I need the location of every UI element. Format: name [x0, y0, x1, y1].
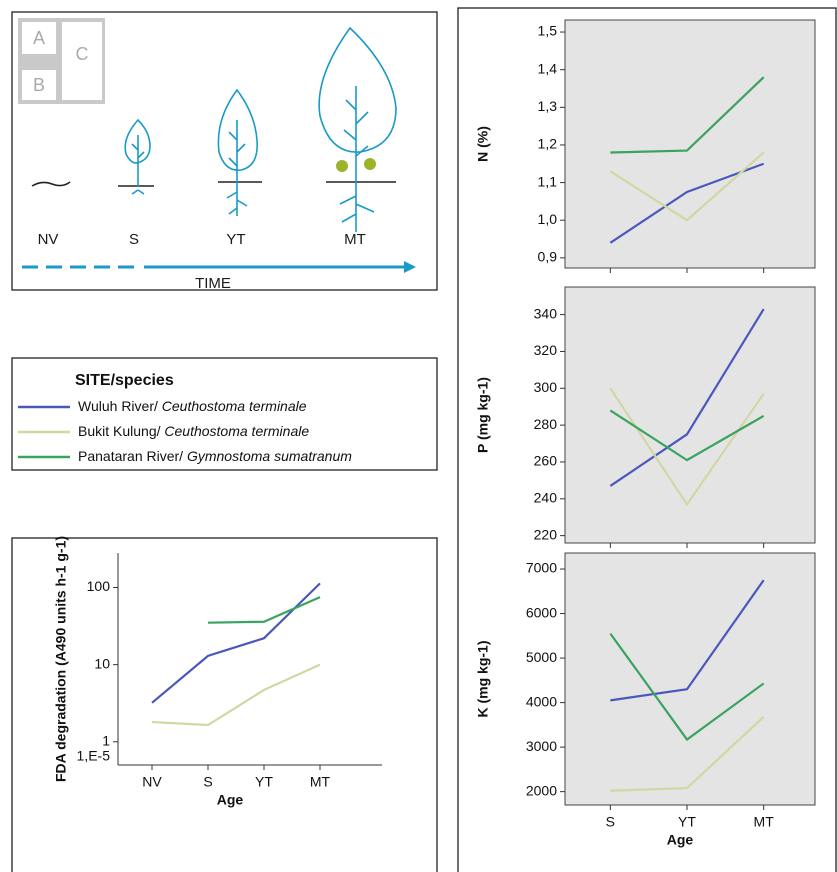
plot-area [564, 19, 816, 269]
series-line [609, 151, 765, 222]
series-line [609, 409, 765, 462]
y-axis-label: K (mg kg-1) [475, 641, 491, 718]
icon-b [22, 70, 56, 100]
y-axis-label: P (mg kg-1) [475, 377, 491, 453]
y-tick-label: 5000 [526, 649, 557, 665]
x-tick-label: MT [754, 814, 775, 830]
y-tick-label: 1,2 [538, 136, 558, 152]
time-label: TIME [195, 275, 231, 292]
y-axis-label: N (%) [475, 126, 491, 162]
arrow-head [404, 261, 416, 273]
icon-label: C [76, 44, 89, 64]
series-line [610, 716, 765, 792]
diagram-frame [11, 11, 438, 291]
y-axis-label: FDA degradation (A490 units h-1 g-1) [53, 536, 69, 782]
x-axis-label: Age [667, 832, 694, 848]
series-line [151, 582, 321, 704]
crown [217, 88, 258, 171]
legend-entry: Bukit Kulung/ Ceuthostoma terminale [78, 423, 309, 439]
stage-label: NV [38, 231, 59, 248]
x-tick-label: YT [255, 774, 273, 790]
y-tick-label: 260 [534, 453, 558, 469]
series-line [207, 596, 321, 624]
series-line [609, 632, 765, 742]
y-tick-label: 4000 [526, 693, 557, 709]
legend-species: Gymnostoma sumatranum [187, 448, 352, 464]
crown [124, 118, 151, 164]
trees [31, 26, 397, 232]
series-line [610, 76, 765, 154]
y-tick-label: 7000 [526, 560, 557, 576]
ground [31, 181, 71, 187]
stage-label: S [129, 231, 139, 248]
series-line [609, 308, 765, 487]
legend-species: Ceuthostoma terminale [162, 398, 307, 414]
diagram: A B C NV S YT MT TIME [11, 11, 438, 292]
trunk [131, 135, 145, 195]
x-tick-label: MT [310, 774, 331, 790]
x-tick-label: S [606, 814, 615, 830]
y-tick-label: 1,5 [538, 23, 558, 39]
y-tick-label: 1,1 [538, 173, 558, 189]
series-line [610, 579, 765, 702]
icon-label: B [33, 75, 45, 95]
legend-site: Wuluh River/ [78, 398, 162, 414]
stage-label: MT [344, 231, 366, 248]
y-tick-label: 2000 [526, 782, 557, 798]
y-tick-label: 1,3 [538, 98, 558, 114]
y-tick-label: 280 [534, 416, 558, 432]
legend-species: Ceuthostoma terminale [164, 423, 309, 439]
x-tick-label: YT [678, 814, 696, 830]
icon-a [22, 22, 56, 54]
legend-site: Bukit Kulung/ [78, 423, 164, 439]
series-line [609, 162, 765, 244]
x-axis-label: Age [217, 792, 244, 808]
y-tick-label: 300 [534, 379, 558, 395]
y-tick-label: 1,0 [538, 211, 558, 227]
stage-label: YT [226, 231, 245, 248]
y-tick-label: 1 [102, 732, 110, 748]
y-tick-label: 320 [534, 342, 558, 358]
series-line [151, 663, 321, 727]
chart-frame [457, 7, 837, 872]
y-tick-label: 1,E-5 [77, 748, 111, 764]
y-tick-label: 220 [534, 526, 558, 542]
y-tick-label: 6000 [526, 604, 557, 620]
shrub [336, 160, 348, 172]
legend-site: Panataran River/ [78, 448, 187, 464]
plot-area [564, 552, 816, 806]
shrub [364, 158, 376, 170]
x-tick-label: NV [142, 774, 162, 790]
x-tick-label: S [203, 774, 212, 790]
icon-label: A [33, 28, 45, 48]
y-tick-label: 340 [534, 305, 558, 321]
legend: SITE/species Wuluh River/ Ceuthostoma te… [11, 357, 438, 471]
y-tick-label: 10 [94, 655, 110, 671]
y-tick-label: 240 [534, 490, 558, 506]
y-tick-label: 3000 [526, 738, 557, 754]
y-tick-label: 1,4 [538, 60, 558, 76]
plot-area [564, 286, 816, 544]
icon-c [62, 22, 102, 100]
legend-title: SITE/species [75, 372, 174, 389]
y-tick-label: 100 [87, 578, 111, 594]
legend-entry: Panataran River/ Gymnostoma sumatranum [78, 448, 352, 464]
trunk [226, 120, 248, 216]
y-tick-label: 0,9 [538, 249, 558, 265]
legend-entry: Wuluh River/ Ceuthostoma terminale [78, 398, 307, 414]
legend-frame [11, 357, 438, 471]
crown [318, 26, 397, 153]
trunk [339, 86, 375, 232]
chart-frame [11, 537, 438, 872]
